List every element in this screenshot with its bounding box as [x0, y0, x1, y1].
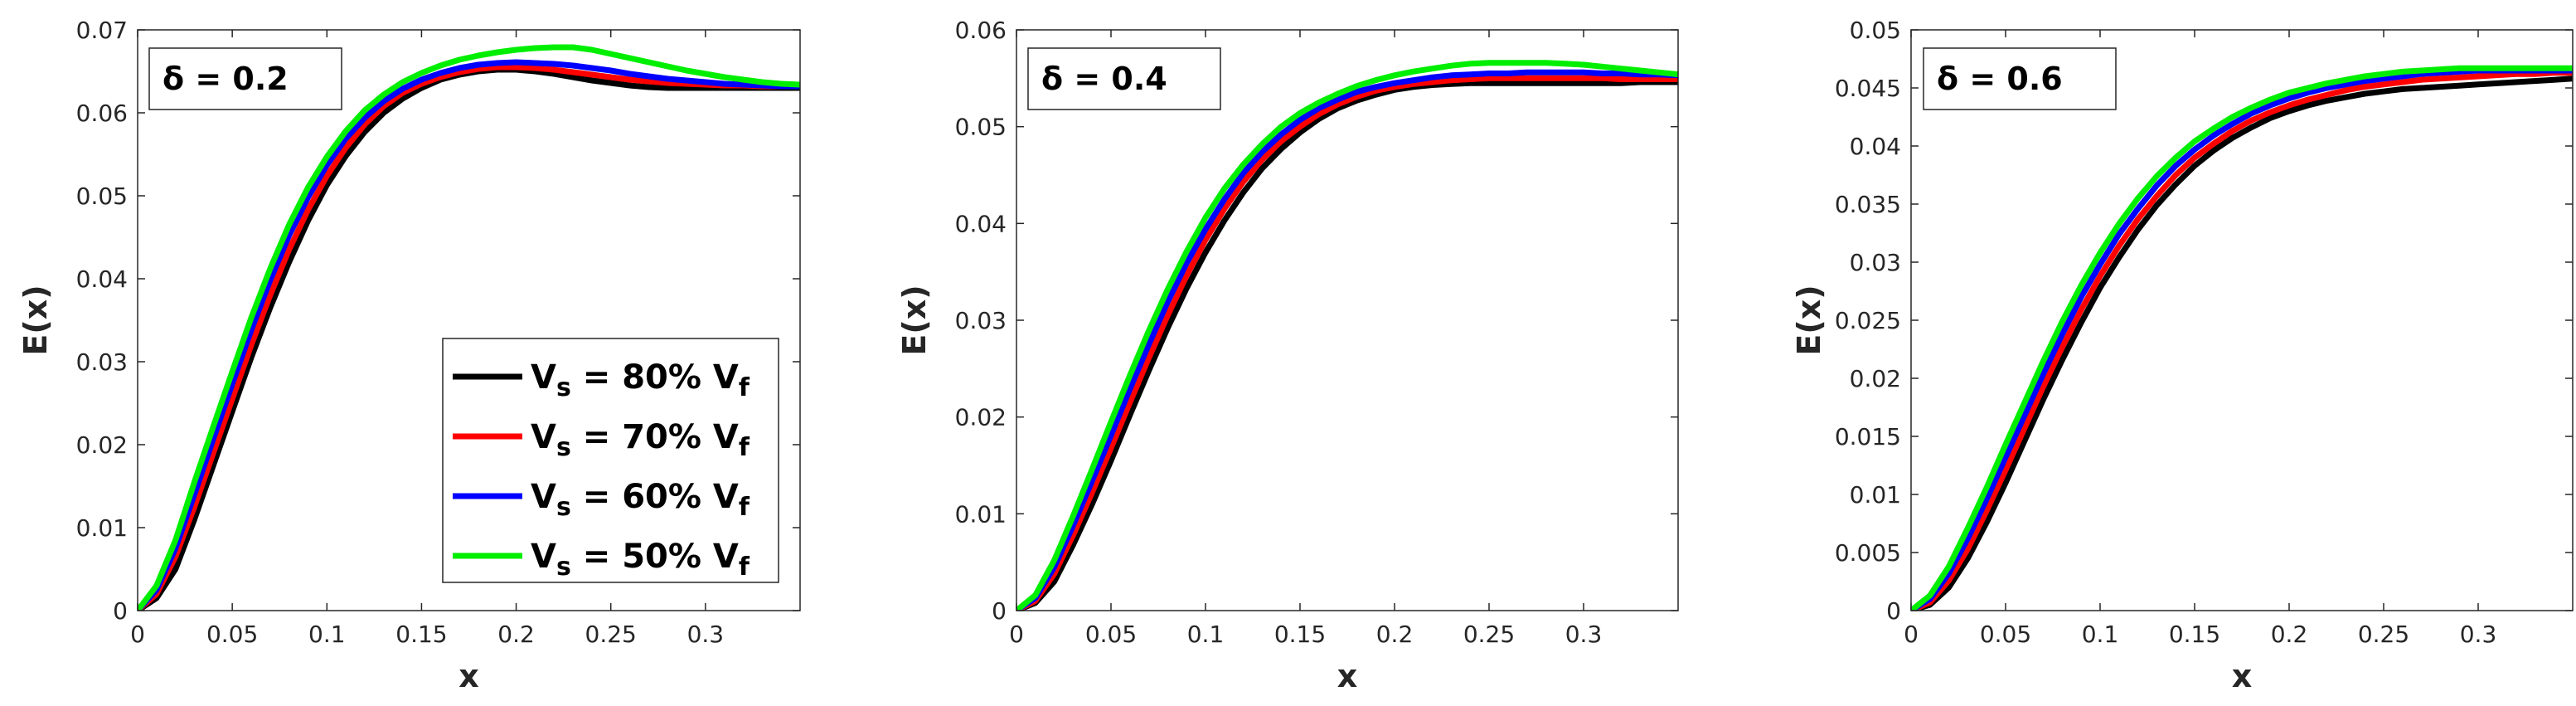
x-tick-label: 0.1	[308, 621, 346, 648]
legend-item-4: Vs = 50% Vf	[453, 538, 750, 582]
series-line-2	[1016, 75, 1678, 611]
series-line-4	[138, 44, 800, 611]
series-line-2	[1911, 70, 2573, 611]
x-tick-label: 0.3	[687, 621, 725, 648]
legend-label: Vs = 60% Vf	[531, 478, 750, 522]
y-tick-label: 0.02	[955, 404, 1007, 431]
x-tick-label: 0.15	[2169, 621, 2220, 648]
legend-label: Vs = 50% Vf	[531, 538, 750, 582]
series-line-3	[1911, 67, 2573, 611]
y-axis-label: E(x)	[17, 285, 54, 355]
y-tick-label: 0.04	[1850, 133, 1901, 160]
series-line-1	[1911, 75, 2573, 611]
series-line-3	[138, 59, 800, 611]
y-tick-label: 0.05	[76, 183, 128, 210]
legend-label: Vs = 80% Vf	[531, 358, 750, 402]
annotation-box	[1923, 47, 2117, 110]
x-tick-label: 0	[1904, 621, 1919, 648]
y-tick-label: 0.015	[1835, 423, 1901, 450]
x-tick-label: 0.25	[585, 621, 637, 648]
x-tick-label: 0.2	[497, 621, 535, 648]
x-tick-label: 0.05	[206, 621, 258, 648]
y-tick-label: 0	[113, 597, 128, 625]
x-tick-label: 0.3	[1565, 621, 1603, 648]
y-tick-label: 0	[1886, 597, 1901, 625]
y-tick-label: 0.005	[1835, 539, 1901, 567]
y-tick-label: 0.06	[76, 100, 128, 127]
y-axis-label: E(x)	[896, 285, 933, 355]
y-tick-label: 0	[992, 597, 1007, 625]
x-tick-label: 0.15	[395, 621, 447, 648]
series-line-4	[1911, 65, 2573, 611]
x-tick-label: 0.25	[1463, 621, 1515, 648]
x-axis-label: x	[1337, 658, 1358, 694]
series-group	[1016, 60, 1678, 611]
annotation-box	[148, 47, 342, 110]
y-tick-label: 0.05	[955, 114, 1007, 141]
x-tick-label: 0	[130, 621, 145, 648]
y-tick-label: 0.07	[76, 17, 128, 44]
x-tick-label: 0.25	[2358, 621, 2409, 648]
y-tick-label: 0.06	[955, 17, 1007, 44]
x-axis-label: x	[458, 658, 479, 694]
axes-frame	[137, 29, 801, 611]
legend-item-2: Vs = 70% Vf	[453, 418, 750, 462]
x-tick-label: 0.05	[1085, 621, 1137, 648]
annotation-text: δ = 0.4	[1041, 61, 1167, 97]
y-tick-label: 0.03	[955, 307, 1007, 334]
chart-panel-3: 0 0.05 0.1 0.15 0.2 0.25 0.3 0 0.005 0.01 0.015 0.0…	[1791, 17, 2574, 694]
y-tick-label: 0.01	[1850, 481, 1901, 509]
annotation-text: δ = 0.6	[1937, 61, 2063, 97]
annotation-text: δ = 0.2	[163, 61, 289, 97]
x-tick-label: 0.1	[2082, 621, 2119, 648]
annotation-box	[1027, 47, 1221, 110]
legend: Vs = 80% Vf Vs = 70% Vf Vs = 60% Vf Vs = 50…	[442, 338, 779, 583]
y-tick-label: 0.05	[1850, 17, 1901, 44]
y-axis-label: E(x)	[1791, 285, 1827, 355]
y-tick-label: 0.02	[76, 431, 128, 459]
series-line-2	[138, 64, 800, 611]
plot-area	[1016, 30, 1678, 611]
y-tick-label: 0.02	[1850, 365, 1901, 392]
legend-label: Vs = 70% Vf	[531, 418, 750, 462]
y-tick-label: 0.01	[76, 514, 128, 542]
x-tick-label: 0.15	[1274, 621, 1326, 648]
y-tick-label: 0.04	[76, 265, 128, 293]
x-tick-label: 0.2	[2271, 621, 2308, 648]
legend-item-3: Vs = 60% Vf	[453, 478, 750, 522]
y-tick-label: 0.03	[76, 348, 128, 376]
series-group	[1911, 65, 2573, 611]
y-tick-label: 0.035	[1835, 191, 1901, 218]
x-tick-label: 0.05	[1980, 621, 2031, 648]
y-tick-label: 0.025	[1835, 307, 1901, 334]
series-group	[138, 44, 800, 611]
y-tick-label: 0.03	[1850, 249, 1901, 276]
chart-panel-1: 0 0.05 0.1 0.15 0.2 0.25 0.3 0 0.01 0.02 0.03 0.04 0…	[17, 17, 801, 694]
series-line-1	[1016, 79, 1678, 611]
x-axis-label: x	[2232, 658, 2253, 694]
y-tick-label: 0.04	[955, 210, 1007, 237]
x-tick-label: 0.1	[1187, 621, 1225, 648]
series-line-4	[1016, 60, 1678, 611]
y-tick-label: 0.045	[1835, 75, 1901, 102]
x-tick-label: 0.3	[2460, 621, 2497, 648]
series-line-3	[1016, 69, 1678, 611]
x-tick-label: 0	[1009, 621, 1024, 648]
x-tick-label: 0.2	[1376, 621, 1414, 648]
y-tick-label: 0.01	[955, 500, 1007, 528]
chart-panel-2: 0 0.05 0.1 0.15 0.2 0.25 0.3 0 0.01 0.02 0.03 0.04 0…	[896, 17, 1679, 694]
legend-item-1: Vs = 80% Vf	[453, 358, 750, 402]
